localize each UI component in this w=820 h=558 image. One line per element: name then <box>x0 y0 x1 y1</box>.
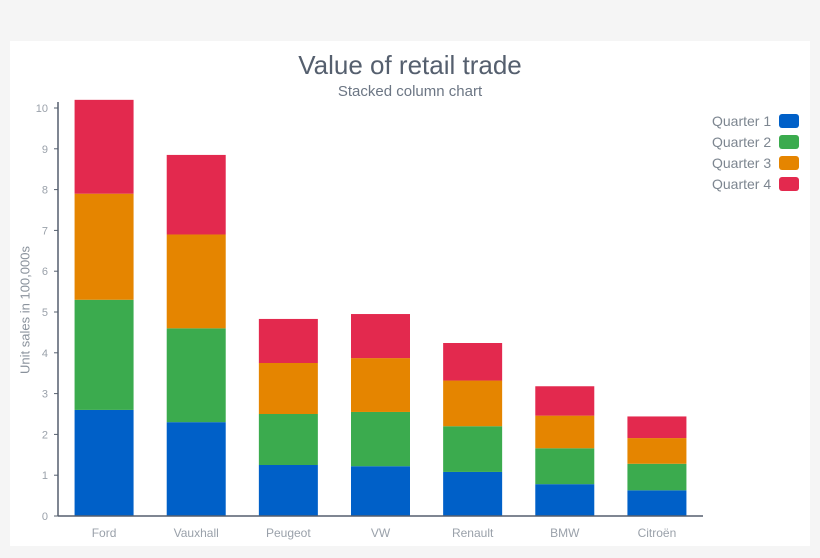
y-tick-label: 9 <box>42 144 48 156</box>
bar-vw-q3 <box>351 358 410 412</box>
bar-citro-n-q1 <box>627 490 687 516</box>
y-tick-label: 3 <box>42 389 48 401</box>
bar-citro-n-q4 <box>627 416 687 439</box>
bar-ford-q1 <box>74 409 134 516</box>
legend-label: Quarter 2 <box>712 133 772 150</box>
y-tick-label: 1 <box>42 470 48 482</box>
bar-ford-q4 <box>74 99 134 194</box>
bar-vw-q4 <box>351 314 410 359</box>
x-tick-label: Ford <box>92 526 117 540</box>
legend-swatch <box>779 176 800 191</box>
y-tick-label: 10 <box>36 103 48 115</box>
bar-bmw-q4 <box>535 386 595 416</box>
bar-bmw-q1 <box>535 484 595 516</box>
legend-label: Quarter 3 <box>712 154 772 171</box>
x-tick-label: Renault <box>452 526 494 540</box>
bar-citro-n-q3 <box>627 438 687 464</box>
bar-citro-n-q2 <box>627 463 687 491</box>
y-tick-label: 5 <box>42 307 48 319</box>
bar-vauxhall-q4 <box>166 154 226 235</box>
x-tick-label: Peugeot <box>266 526 311 540</box>
y-tick-label: 0 <box>42 511 48 523</box>
chart-title: Value of retail trade <box>298 50 522 80</box>
bar-renault-q3 <box>443 380 503 427</box>
y-tick-label: 2 <box>42 429 48 441</box>
legend-item: Quarter 2 <box>712 131 800 152</box>
legend-item: Quarter 3 <box>712 152 800 173</box>
bar-renault-q2 <box>443 426 503 472</box>
bar-bmw-q2 <box>535 448 595 485</box>
legend-item: Quarter 4 <box>712 173 800 194</box>
bar-peugeot-q4 <box>258 318 318 363</box>
bar-renault-q4 <box>443 343 503 381</box>
legend-item: Quarter 1 <box>712 110 800 131</box>
bar-vauxhall-q2 <box>166 328 226 423</box>
x-tick-label: BMW <box>550 526 580 540</box>
y-tick-label: 7 <box>42 225 48 237</box>
bar-peugeot-q1 <box>258 465 318 516</box>
bar-renault-q1 <box>443 471 503 516</box>
y-tick-label: 4 <box>42 348 48 360</box>
chart-subtitle: Stacked column chart <box>337 83 483 100</box>
y-tick-label: 8 <box>42 185 48 197</box>
x-tick-label: Citroën <box>638 526 677 540</box>
bar-peugeot-q2 <box>258 414 318 465</box>
legend-label: Quarter 1 <box>712 112 772 129</box>
bar-vauxhall-q1 <box>166 422 226 516</box>
legend-swatch <box>779 134 800 149</box>
bar-ford-q3 <box>74 193 134 300</box>
legend-swatch <box>779 113 800 128</box>
x-tick-label: VW <box>371 526 391 540</box>
bar-vw-q2 <box>351 411 410 467</box>
legend-label: Quarter 4 <box>712 175 772 192</box>
y-tick-label: 6 <box>42 266 48 278</box>
bar-vw-q1 <box>351 466 410 516</box>
bar-ford-q2 <box>74 299 134 410</box>
chart-legend: Quarter 1 Quarter 2 Quarter 3 Quarter 4 <box>712 110 800 194</box>
x-tick-label: Vauxhall <box>174 526 219 540</box>
bar-peugeot-q3 <box>258 363 318 414</box>
bar-vauxhall-q3 <box>166 234 226 329</box>
bar-bmw-q3 <box>535 415 595 449</box>
legend-swatch <box>779 155 800 170</box>
